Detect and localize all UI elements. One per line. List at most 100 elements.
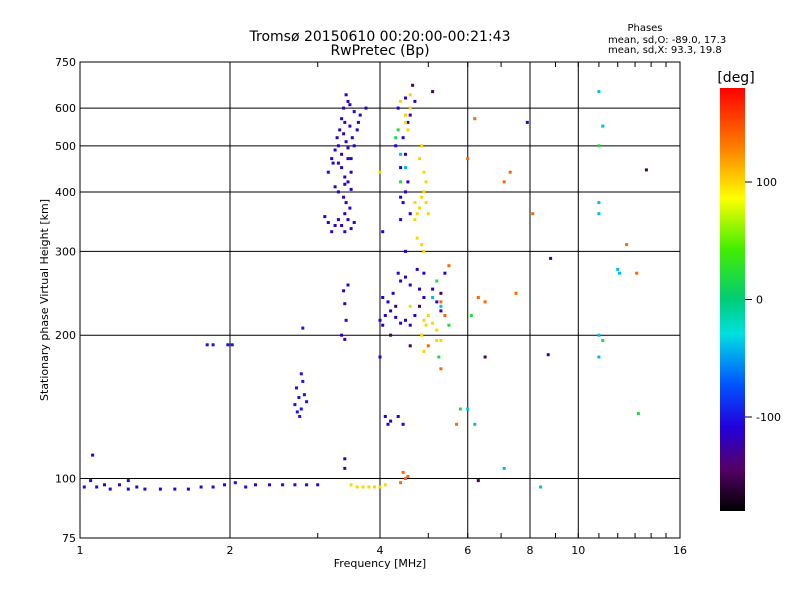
data-point [394,144,398,148]
colorbar-ticks: 100 0 -100 [745,176,781,424]
data-point [335,136,339,140]
data-point [108,487,112,491]
data-point [126,487,130,491]
data-point [418,157,421,161]
data-point [358,113,362,117]
data-point [305,483,309,487]
data-point [344,140,348,144]
data-point [383,415,387,418]
data-point [391,291,395,295]
colorbar-tick-label: 100 [756,176,777,189]
data-point [103,483,106,487]
data-point [343,182,347,186]
chart-title: Tromsø 20150610 00:20:00-00:21:43 [249,29,511,45]
data-point [361,485,365,489]
data-point [301,326,305,330]
data-point [597,144,601,148]
data-point [502,466,506,470]
data-point [394,304,398,308]
data-point [399,99,403,103]
data-point [406,180,410,184]
data-point [346,146,350,150]
data-point [422,318,426,322]
data-point [343,230,347,234]
data-point [406,128,410,132]
data-point [401,136,405,140]
colorbar [720,88,745,511]
data-point [223,483,226,487]
data-point [483,300,487,304]
data-point [394,315,398,319]
data-point [381,230,385,234]
data-point [343,212,347,216]
data-point [443,271,447,275]
data-point [343,466,347,470]
data-point [346,99,350,103]
data-point [336,144,340,148]
data-point [597,355,601,359]
data-point [378,355,382,359]
x-tick-label: 16 [673,544,687,557]
data-point [508,170,512,174]
data-point [349,157,353,161]
data-point [342,106,346,110]
data-point [396,415,400,418]
data-point [244,485,248,489]
data-point [644,168,648,172]
data-point [422,249,426,253]
data-point [404,152,407,156]
y-tick-label: 750 [55,56,76,69]
data-point [143,487,147,491]
data-point [473,422,477,426]
data-point [126,479,130,483]
data-point [336,218,340,222]
data-point [597,201,601,205]
data-point [625,243,629,247]
data-point [408,93,412,97]
data-point [431,296,435,299]
y-tick-labels: 75 100 200 300 400 500 600 750 [55,56,76,545]
data-point [399,218,403,222]
data-point [399,152,403,156]
data-point [348,103,352,107]
data-point [404,318,407,322]
data-point [399,180,403,184]
data-point [415,267,419,271]
data-point [386,300,390,304]
x-tick-label: 6 [464,544,471,557]
data-point [346,180,350,184]
data-point [420,144,424,148]
colorbar-label: [deg] [717,70,754,86]
data-point [211,343,215,347]
data-point [389,419,393,423]
y-tick-label: 75 [62,532,76,545]
data-point [413,201,417,205]
colorbar-tick-label: 0 [756,294,763,307]
x-tick-label: 4 [377,544,384,557]
data-point [549,256,553,260]
data-point [333,148,337,152]
data-point [597,212,601,216]
data-point [281,483,285,487]
data-point [340,152,344,156]
data-point [420,243,424,247]
data-point [396,271,400,275]
data-point [426,314,430,317]
data-point [367,485,371,489]
data-point [346,218,350,222]
data-point [618,271,621,275]
data-point [91,453,95,457]
data-point [381,323,385,327]
y-tick-label: 600 [55,102,76,115]
data-point [364,106,368,110]
y-axis-label: Stationary phase Virtual Height [km] [38,199,51,401]
data-point [439,304,443,308]
data-point [476,479,480,483]
data-point [422,170,426,174]
x-tick-labels: 1 2 4 6 8 10 16 [77,544,688,557]
data-point [396,128,400,132]
chart-subtitle: RwPretec (Bp) [330,43,429,59]
data-point [135,485,139,489]
data-point [316,483,320,487]
